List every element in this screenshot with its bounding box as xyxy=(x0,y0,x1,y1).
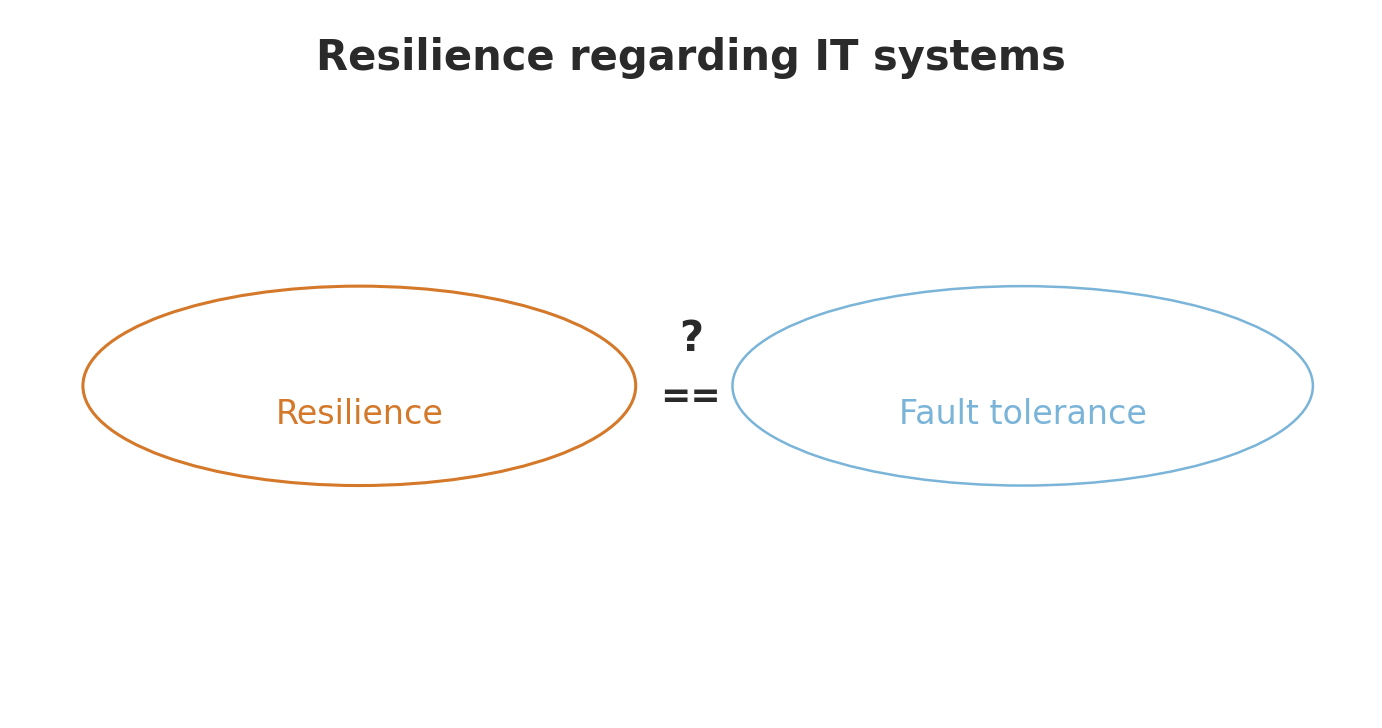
Text: Resilience regarding IT systems: Resilience regarding IT systems xyxy=(316,37,1066,79)
Text: Resilience: Resilience xyxy=(275,398,444,432)
Text: ==: == xyxy=(661,380,721,414)
Text: ?: ? xyxy=(679,317,703,360)
Text: Fault tolerance: Fault tolerance xyxy=(898,398,1147,432)
